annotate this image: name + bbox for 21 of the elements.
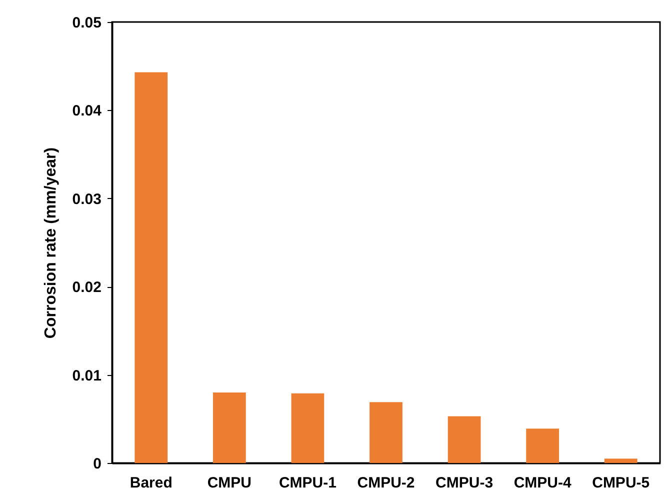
- y-axis-title: Corrosion rate (mm/year): [42, 147, 60, 339]
- bar: [448, 416, 481, 463]
- x-tick-label: Bared: [130, 474, 172, 492]
- x-tick-label: CMPU-4: [514, 474, 572, 492]
- y-tick-label: 0.02: [72, 279, 102, 296]
- x-tick-label: CMPU-2: [357, 474, 415, 492]
- x-tick-label: CMPU-5: [592, 474, 650, 492]
- bar: [212, 392, 246, 463]
- bar: [526, 428, 560, 463]
- y-tick-label: 0: [93, 456, 102, 472]
- x-tick-label: CMPU-3: [436, 474, 494, 492]
- bar: [291, 393, 324, 463]
- bar: [134, 72, 168, 463]
- y-tick-label: 0.05: [72, 14, 102, 32]
- x-tick-label: CMPU: [207, 474, 252, 492]
- y-tick-label: 0.01: [72, 367, 102, 384]
- bar: [370, 402, 402, 463]
- y-tick-label: 0.03: [72, 190, 102, 208]
- y-tick-label: 0.04: [72, 102, 102, 120]
- bar: [604, 458, 638, 463]
- x-tick-label: CMPU-1: [278, 474, 336, 492]
